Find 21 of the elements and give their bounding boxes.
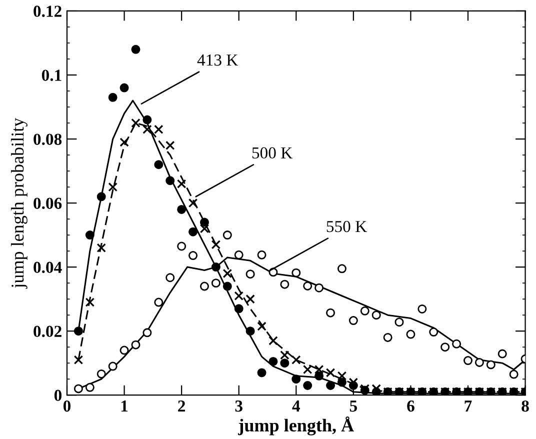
annotation: 550 K: [326, 220, 367, 232]
y-tick-label: 0.12: [34, 6, 62, 17]
x-tick-label: 8: [522, 400, 529, 412]
y-tick-label: 0: [54, 390, 62, 402]
x-tick-label: 7: [464, 400, 472, 412]
x-tick-label: 4: [292, 400, 300, 412]
x-tick-label: 0: [63, 400, 71, 412]
x-tick-label: 6: [407, 400, 414, 412]
annotation: 500 K: [252, 147, 292, 159]
y-tick-label: 0.04: [34, 262, 62, 274]
x-tick-label: 3: [235, 400, 242, 412]
y-tick-label: 0.02: [34, 326, 62, 338]
y-axis-title: jump length probability: [10, 118, 28, 289]
y-tick-label: 0.1: [42, 70, 62, 82]
y-tick-label: 0.06: [34, 198, 62, 210]
y-tick-label: 0.08: [34, 134, 62, 146]
x-tick-label: 1: [121, 400, 128, 412]
x-axis-title: jump length, Å: [238, 416, 354, 436]
x-tick-label: 5: [350, 400, 357, 412]
x-tick-label: 2: [178, 400, 186, 412]
annotation: 413 K: [197, 54, 238, 66]
